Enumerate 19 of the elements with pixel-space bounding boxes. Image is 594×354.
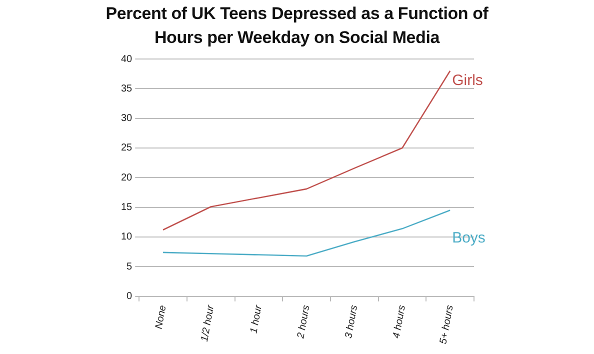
y-tick-label: 10 [121,232,133,243]
x-tick-label: None [154,304,169,330]
y-tick-label: 15 [121,202,133,214]
series-label: Girls [452,72,483,90]
y-tick-label: 30 [121,113,133,124]
x-tick-label: 2 hours [295,304,312,340]
y-tick-label: 0 [126,291,133,302]
y-tick-label: 20 [121,172,133,184]
y-tick-label: 35 [121,83,133,94]
x-tick-label: 3 hours [343,304,360,340]
x-tick-label: 4 hours [391,304,408,340]
series-label: Boys [452,229,486,246]
y-tick-label: 25 [121,142,133,154]
chart-title: Percent of UK Teens Depressed as a Function of Hours per Weekday on Social Media [104,3,490,49]
x-tick-label: 1/2 hour [199,304,217,343]
x-tick-label: 1 hour [248,304,265,334]
y-tick-label: 40 [121,54,133,65]
x-tick-label: 5+ hours [438,304,456,345]
y-tick-label: 5 [126,261,133,272]
